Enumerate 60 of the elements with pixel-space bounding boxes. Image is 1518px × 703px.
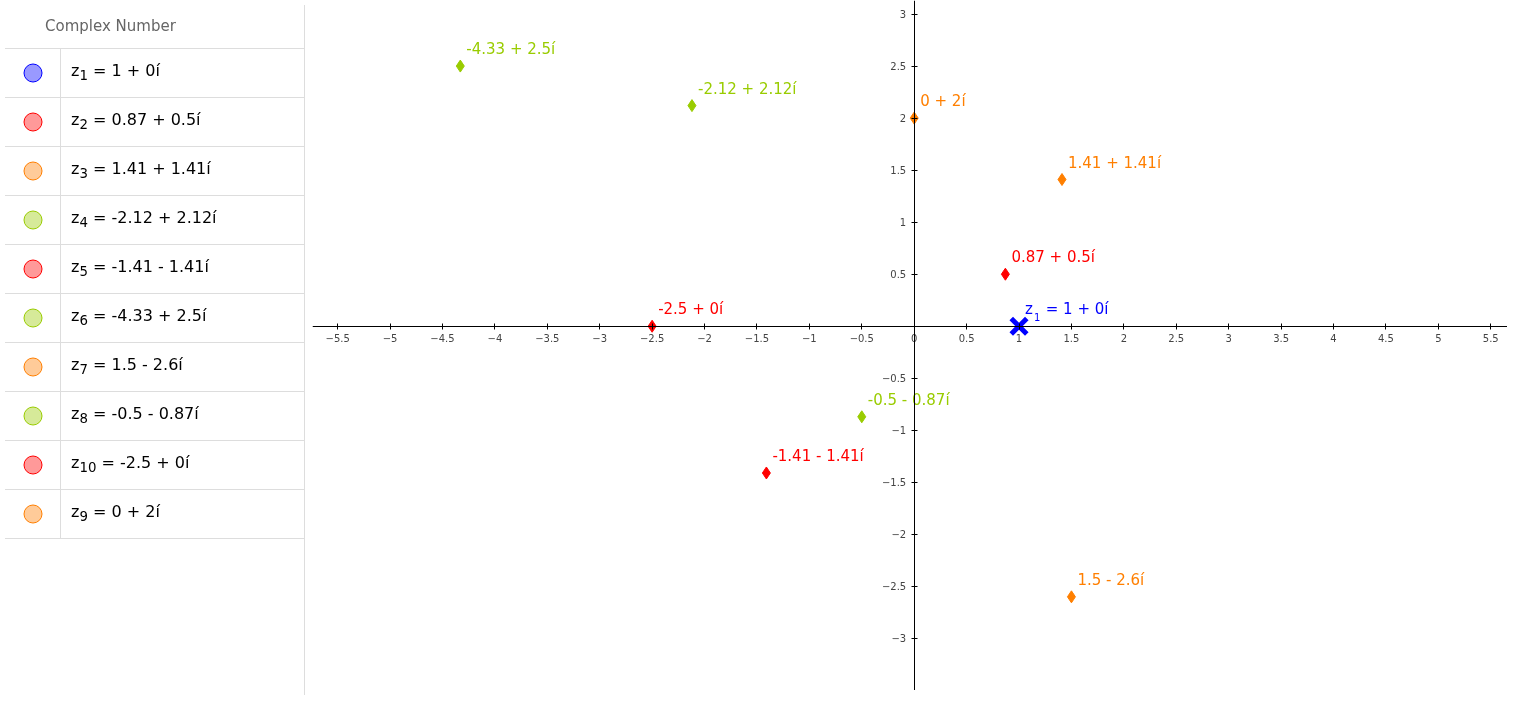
x-tick-label: 5	[1435, 333, 1442, 345]
x-tick-label: 2.5	[1168, 333, 1185, 345]
point	[761, 466, 771, 480]
x-tick-label: −4.5	[430, 333, 455, 345]
text: z$_{9}$ = 0 + 2í	[70, 501, 160, 527]
y-tick-label: −0.5	[881, 373, 907, 385]
x-tick-label: 2	[1120, 333, 1128, 345]
series-label: -1.41 - 1.41í	[772, 446, 865, 465]
y-tick-label: 1	[899, 217, 907, 229]
text: z$_{5}$ = -1.41 - 1.41í	[70, 256, 209, 282]
x-tick-label: 1.5	[1063, 333, 1080, 345]
series-label: -4.33 + 2.5í	[466, 40, 557, 59]
x-tick-label: −4	[487, 333, 503, 345]
x-tick-label: 5.5	[1482, 333, 1499, 345]
x-tick-label: −3.5	[535, 333, 560, 345]
point	[455, 59, 465, 73]
y-tick-label: 2	[899, 113, 907, 125]
y-tick-label: 1.5	[890, 165, 907, 177]
x-tick-label: 3.5	[1273, 333, 1290, 345]
series-label: 1.5 - 2.6í	[1077, 570, 1146, 589]
x-tick-label: 4	[1330, 333, 1337, 345]
text: z$_{2}$ = 0.87 + 0.5í	[70, 109, 201, 135]
x-tick-label: 1	[1015, 333, 1023, 345]
y-tick-label: 2.5	[890, 61, 907, 73]
y-tick-label: −2.5	[881, 581, 907, 593]
text: z$_{6}$ = -4.33 + 2.5í	[70, 305, 207, 331]
x-tick-label: −1	[802, 333, 817, 345]
point	[1066, 590, 1076, 604]
x-tick-label: −5.5	[325, 333, 350, 345]
series-label: -2.12 + 2.12í	[697, 79, 798, 98]
point	[687, 99, 697, 113]
text: z$_{7}$ = 1.5 - 2.6í	[70, 354, 183, 380]
point	[857, 410, 867, 424]
text: z$_{3}$ = 1.41 + 1.41í	[70, 158, 211, 184]
text: z$_{8}$ = -0.5 - 0.87í	[70, 403, 199, 429]
text: z$_{4}$ = -2.12 + 2.12í	[70, 207, 217, 233]
y-tick-label: −1	[891, 425, 907, 437]
x-tick-label: −5	[382, 333, 398, 345]
y-tick-label: −1.5	[881, 477, 907, 489]
x-tick-label: −2.5	[639, 333, 665, 345]
x-tick-label: −1.5	[744, 333, 770, 345]
x-tick-label: −3	[592, 333, 608, 345]
y-tick-label: 0.5	[890, 269, 907, 281]
x-tick-label: −2	[697, 333, 712, 345]
y-tick-label: 3	[899, 9, 907, 21]
y-tick-label: −3	[891, 633, 907, 645]
series-label: 1.41 + 1.41í	[1068, 153, 1162, 172]
text: Complex Number	[5, 5, 304, 49]
series-label: 0.87 + 0.5í	[1011, 248, 1096, 267]
x-tick-label: 4.5	[1377, 333, 1394, 345]
text: z$_{10}$ = -2.5 + 0í	[70, 452, 190, 478]
x-tick-label: 0.5	[958, 333, 975, 345]
point	[1057, 173, 1067, 186]
x-tick-label: −0.5	[849, 333, 874, 345]
point	[1000, 267, 1010, 281]
y-tick-label: −2	[891, 529, 907, 541]
series-label: -2.5 + 0í	[658, 300, 725, 319]
x-tick-label: 3	[1225, 333, 1232, 345]
text: z$_{1}$ = 1 + 0í	[70, 60, 160, 86]
series-label: 0 + 2í	[920, 92, 967, 111]
